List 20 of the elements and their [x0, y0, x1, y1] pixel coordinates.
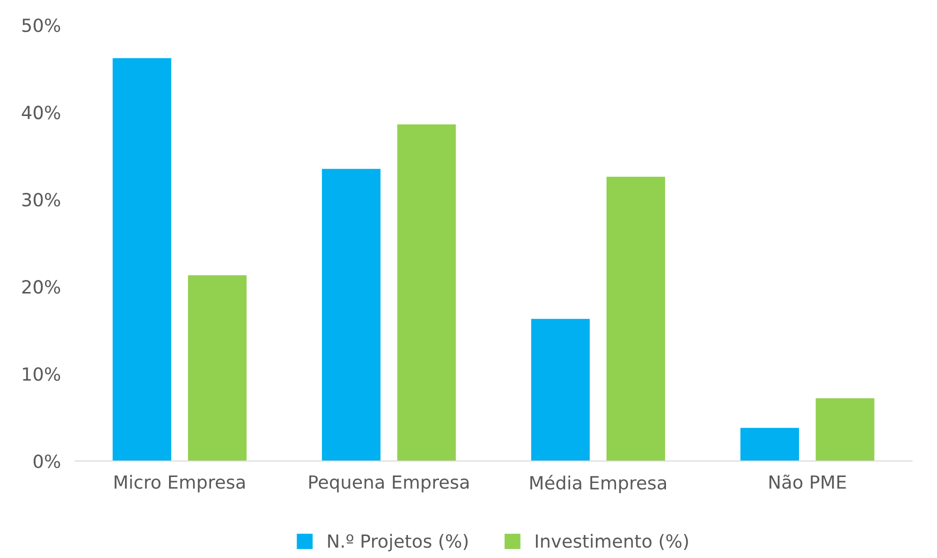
x-tick-label: Pequena Empresa — [309, 475, 469, 492]
y-tick-label: 10% — [22, 367, 60, 381]
y-tick-label: 40% — [22, 106, 60, 120]
y-tick-label: 20% — [22, 280, 60, 294]
bar — [531, 318, 590, 461]
x-tick-label: Média Empresa — [530, 474, 666, 494]
bar — [397, 124, 456, 461]
bar — [606, 176, 666, 461]
bar — [816, 398, 874, 461]
bar — [740, 428, 800, 461]
legend-label: Investimento (%) — [536, 534, 688, 550]
x-tick-label: Micro Empresa — [114, 474, 245, 492]
x-tick-label: Não PME — [770, 474, 846, 489]
bar — [112, 58, 172, 461]
y-tick-label: 0% — [34, 454, 60, 468]
y-tick-label: 50% — [22, 18, 60, 32]
y-tick-label: 30% — [22, 192, 60, 207]
bar — [322, 168, 381, 461]
bar — [188, 275, 247, 461]
legend-label: N.º Projetos (%) — [328, 534, 468, 552]
